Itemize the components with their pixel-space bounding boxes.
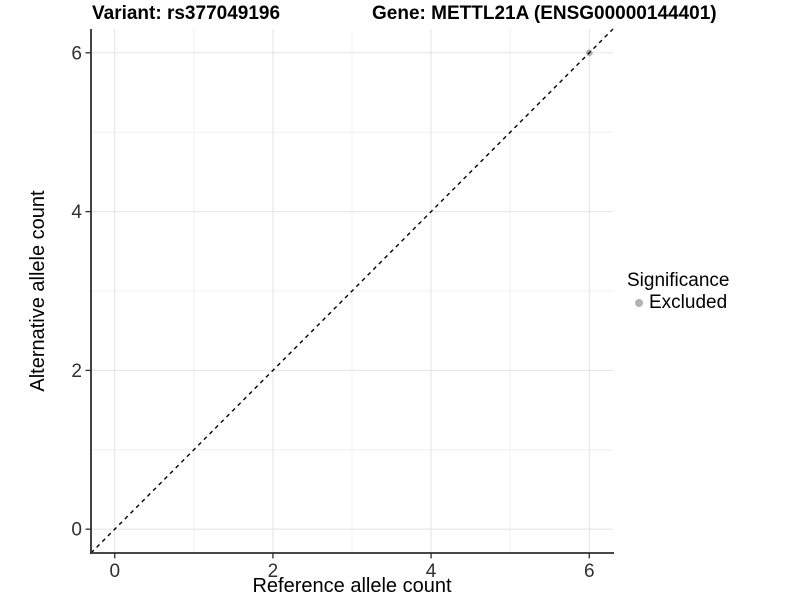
legend-item-excluded: Excluded <box>627 292 729 313</box>
y-axis-title: Alternative allele count <box>27 190 49 392</box>
x-tick-label: 0 <box>109 561 120 582</box>
y-tick-label: 4 <box>71 202 82 223</box>
y-tick-label: 0 <box>71 520 82 541</box>
x-tick-label: 6 <box>584 561 595 582</box>
plot-title-variant: Variant: rs377049196 <box>92 3 281 24</box>
legend-point-icon <box>635 298 643 307</box>
legend: Significance Excluded <box>627 270 729 313</box>
legend-item-label: Excluded <box>649 292 728 313</box>
x-tick-label: 2 <box>268 561 279 582</box>
identity-reference-line <box>90 28 614 554</box>
x-axis-title: Reference allele count <box>252 575 452 597</box>
plot-title-gene: Gene: METTL21A (ENSG00000144401) <box>372 3 717 24</box>
legend-title: Significance <box>627 270 730 291</box>
x-tick-label: 4 <box>426 561 437 582</box>
y-tick-label: 2 <box>71 361 82 382</box>
y-tick-label: 6 <box>71 43 82 64</box>
